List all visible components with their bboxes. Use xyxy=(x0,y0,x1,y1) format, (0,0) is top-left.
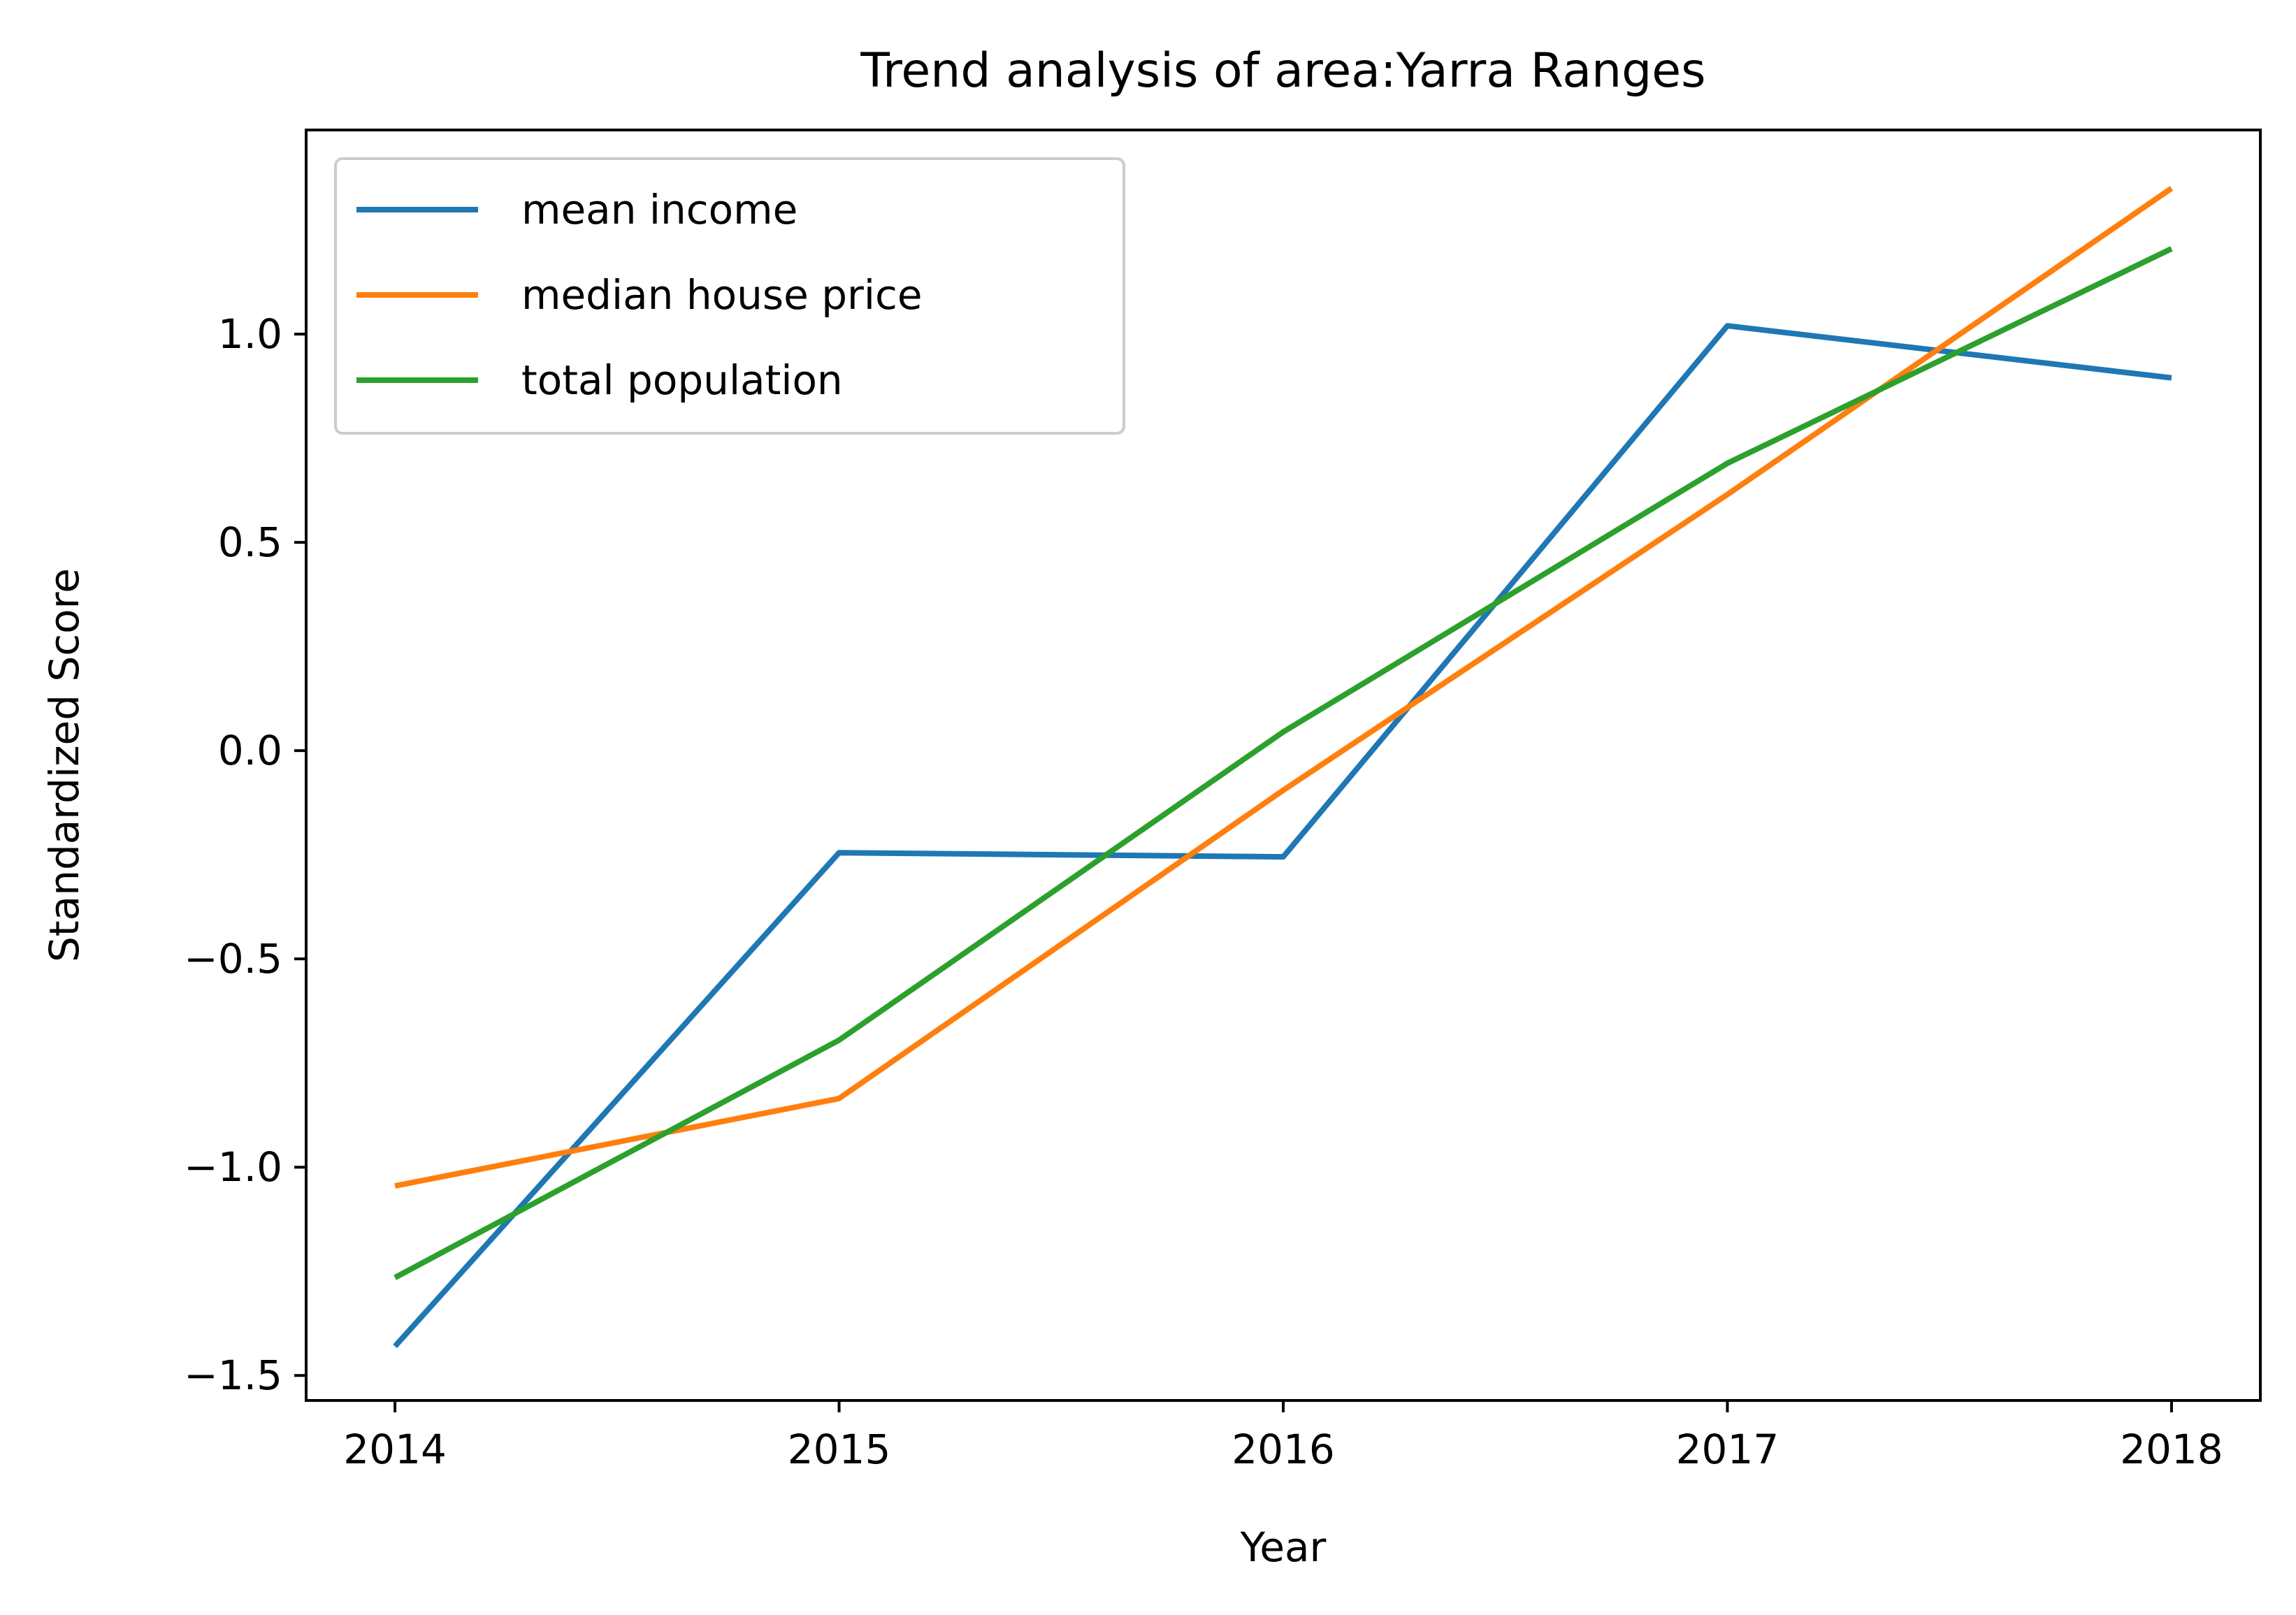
y-tick-label: −1.0 xyxy=(184,1143,282,1191)
legend-label-1: mean income xyxy=(521,186,797,233)
legend-box xyxy=(334,157,1125,435)
y-tick-label: −0.5 xyxy=(184,935,282,983)
series-line-3 xyxy=(394,246,2173,1280)
chart-title: Trend analysis of area:Yarra Ranges xyxy=(860,43,1705,99)
legend-label-2: median house price xyxy=(521,271,923,319)
y-axis: −1.5 −1.0 −0.5 0.0 0.5 1.0 xyxy=(184,310,306,1399)
series-layer xyxy=(393,186,2174,1349)
legend: mean income median house price total popul… xyxy=(334,157,1125,435)
x-tick-label: 2015 xyxy=(788,1426,891,1473)
legend-label-3: total population xyxy=(521,356,843,404)
x-tick-label: 2018 xyxy=(2120,1426,2223,1473)
y-axis-label: Standardized Score xyxy=(41,568,88,962)
x-tick-label: 2016 xyxy=(1232,1426,1335,1473)
x-axis-label: Year xyxy=(1240,1523,1327,1571)
x-tick-label: 2017 xyxy=(1676,1426,1779,1473)
x-tick-label: 2014 xyxy=(343,1426,447,1473)
y-tick-label: 0.5 xyxy=(218,519,282,566)
y-tick-label: 1.0 xyxy=(218,310,282,358)
y-tick-label: −1.5 xyxy=(184,1352,282,1399)
x-axis: 2014 2015 2016 2017 2018 xyxy=(343,1400,2223,1473)
y-tick-label: 0.0 xyxy=(218,727,282,774)
series-line-1 xyxy=(393,323,2172,1349)
